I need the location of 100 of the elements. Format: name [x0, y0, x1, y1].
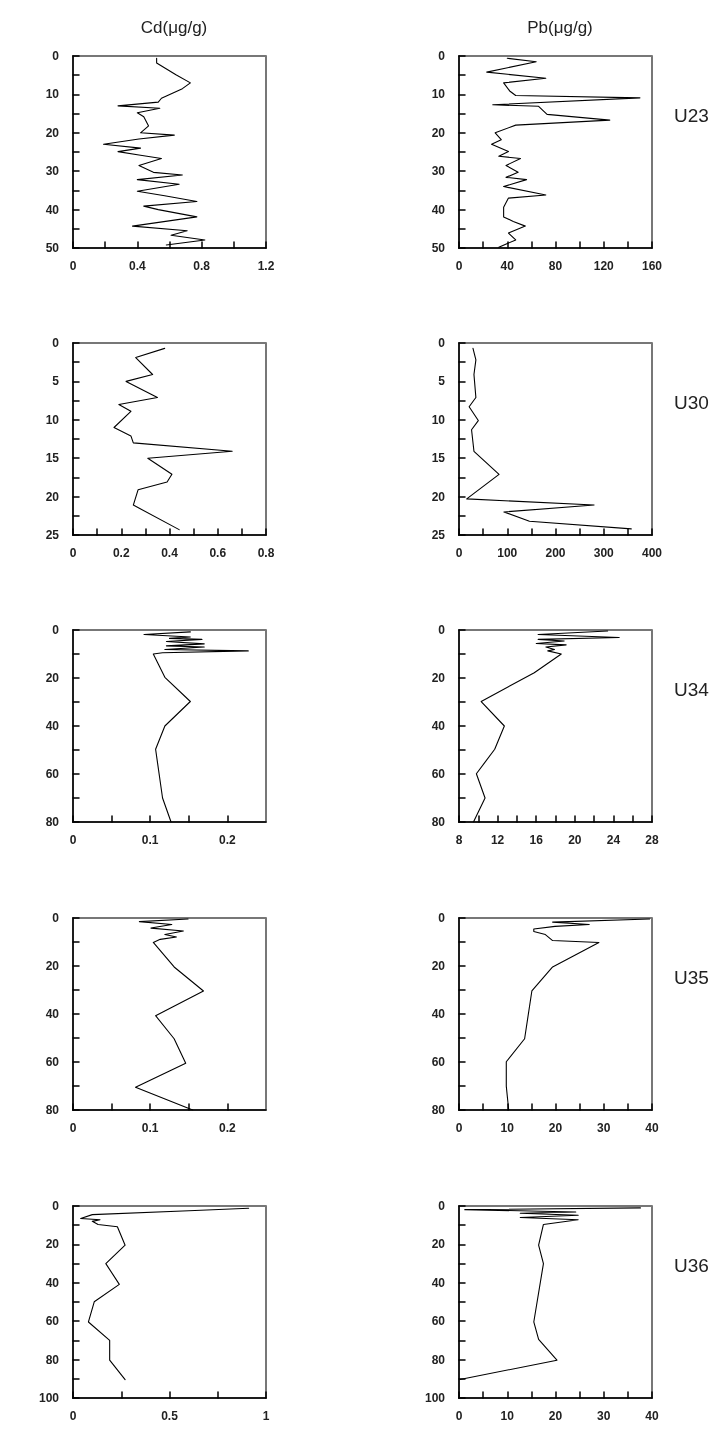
x-tick-label: 0	[69, 833, 77, 847]
y-tick-label: 10	[45, 87, 60, 102]
y-tick-label: 0	[52, 336, 60, 350]
x-tick-label: 30	[597, 1409, 611, 1423]
y-tick-label: 40	[431, 719, 446, 733]
x-tick-label: 100	[497, 546, 518, 560]
y-tick-label: 10	[431, 87, 446, 102]
x-tick-label: 40	[645, 1121, 659, 1135]
x-tick-label: 0.5	[161, 1409, 179, 1423]
y-tick-label: 100	[38, 1391, 60, 1405]
y-tick-label: 60	[431, 1314, 446, 1329]
y-tick-label: 0	[52, 49, 60, 63]
y-tick-label: 10	[431, 412, 446, 427]
y-tick-label: 20	[45, 1237, 60, 1252]
y-tick-label: 0	[438, 336, 446, 350]
x-tick-label: 0.1	[141, 1121, 159, 1135]
x-tick-label: 30	[597, 1121, 611, 1135]
y-tick-label: 80	[431, 1103, 446, 1117]
x-tick-label: 20	[568, 833, 582, 847]
x-tick-label: 0	[69, 1409, 77, 1423]
y-tick-label: 40	[45, 719, 60, 733]
x-tick-label: 0.4	[128, 259, 146, 273]
y-tick-label: 30	[45, 164, 60, 179]
x-tick-label: 0.6	[209, 546, 227, 560]
y-tick-label: 15	[431, 451, 446, 466]
x-tick-label: 1.2	[257, 259, 275, 273]
y-tick-label: 20	[45, 671, 60, 685]
text: U35	[674, 967, 709, 988]
y-tick-label: 0	[52, 623, 60, 637]
y-tick-label: 40	[431, 1007, 446, 1021]
y-tick-label: 0	[438, 623, 446, 637]
x-tick-label: 10	[500, 1121, 515, 1135]
x-tick-label: 80	[548, 259, 563, 273]
x-tick-label: 16	[529, 833, 544, 847]
y-tick-label: 5	[438, 374, 446, 389]
y-tick-label: 20	[431, 959, 446, 973]
y-tick-label: 100	[424, 1391, 446, 1405]
x-tick-label: 0.8	[193, 259, 211, 273]
x-tick-label: 200	[545, 546, 566, 560]
y-tick-label: 10	[45, 412, 60, 427]
x-tick-label: 0.2	[219, 1121, 237, 1135]
x-tick-label: 0	[455, 1409, 463, 1423]
y-tick-label: 20	[431, 489, 446, 504]
x-tick-label: 1	[262, 1409, 270, 1423]
y-tick-label: 40	[431, 1275, 446, 1290]
y-tick-label: 20	[431, 1237, 446, 1252]
line-series	[80, 1207, 250, 1381]
y-tick-label: 80	[431, 1352, 446, 1367]
y-tick-label: 25	[431, 528, 446, 542]
y-tick-label: 50	[431, 241, 446, 255]
y-tick-label: 40	[45, 202, 60, 217]
x-tick-label: 12	[490, 833, 505, 847]
y-tick-label: 20	[431, 671, 446, 685]
y-tick-label: 20	[45, 489, 60, 504]
y-tick-label: 80	[45, 1103, 60, 1117]
y-tick-label: 80	[45, 1352, 60, 1367]
y-tick-label: 40	[431, 202, 446, 217]
x-tick-label: 10	[500, 1409, 515, 1423]
x-tick-label: 0	[69, 1121, 77, 1135]
x-tick-label: 0.8	[257, 546, 275, 560]
chart-title: Pb(μg/g)	[527, 18, 593, 37]
y-tick-label: 20	[45, 959, 60, 973]
line-series	[113, 347, 233, 531]
y-tick-label: 60	[431, 767, 446, 781]
x-tick-label: 0	[69, 546, 77, 560]
x-tick-label: 300	[593, 546, 615, 560]
y-tick-label: 60	[45, 767, 60, 781]
x-tick-label: 120	[593, 259, 615, 273]
y-tick-label: 30	[431, 164, 446, 179]
y-tick-label: 20	[431, 125, 446, 140]
y-tick-label: 0	[52, 911, 60, 925]
x-tick-label: 0	[69, 259, 77, 273]
x-tick-label: 400	[641, 546, 663, 560]
x-tick-label: 24	[606, 833, 621, 847]
x-tick-label: 0	[455, 546, 463, 560]
y-tick-label: 40	[45, 1275, 60, 1290]
y-tick-label: 80	[431, 815, 446, 829]
x-tick-label: 0	[455, 259, 463, 273]
x-tick-label: 8	[455, 833, 463, 847]
x-tick-label: 40	[645, 1409, 659, 1423]
y-tick-label: 50	[45, 241, 60, 255]
y-tick-label: 0	[52, 1199, 60, 1213]
x-tick-label: 0.1	[141, 833, 159, 847]
text: U36	[674, 1255, 709, 1276]
chart-title: Cd(μg/g)	[140, 18, 208, 37]
x-tick-label: 0.2	[219, 833, 237, 847]
y-tick-label: 20	[45, 125, 60, 140]
y-tick-label: 0	[438, 1199, 446, 1213]
y-tick-label: 5	[52, 374, 60, 389]
y-tick-label: 15	[45, 451, 60, 466]
x-tick-label: 20	[548, 1409, 563, 1423]
text: U23	[674, 105, 709, 126]
x-tick-label: 0.4	[161, 546, 179, 560]
y-tick-label: 0	[438, 911, 446, 925]
y-tick-label: 0	[438, 49, 446, 63]
text: U30	[674, 392, 709, 413]
x-tick-label: 28	[645, 833, 659, 847]
text: U34	[674, 679, 710, 700]
y-tick-label: 40	[45, 1007, 60, 1021]
y-tick-label: 60	[45, 1314, 60, 1329]
